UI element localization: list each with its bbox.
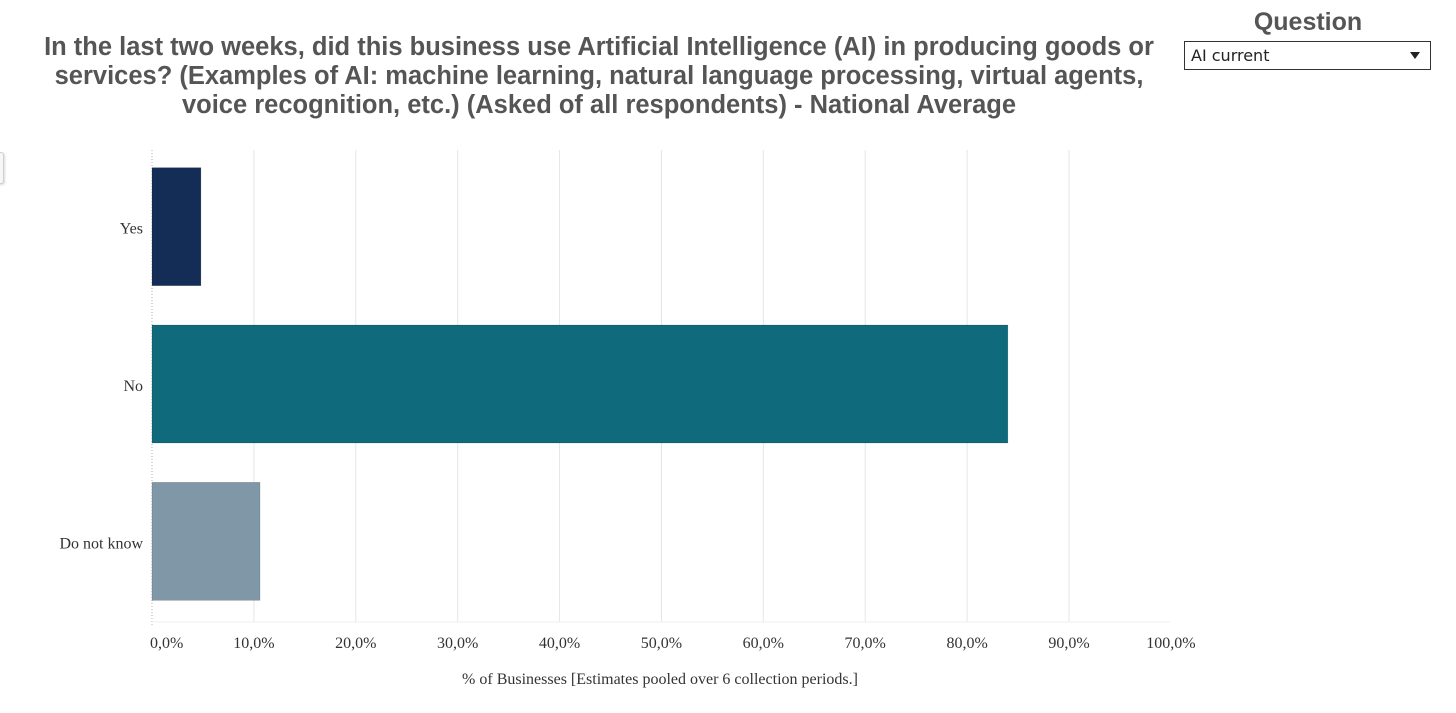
x-tick-label: 20,0% [335, 635, 376, 652]
chart-title: In the last two weeks, did this business… [44, 33, 1154, 119]
side-panel-handle[interactable] [0, 152, 4, 184]
question-filter-label: Question [1253, 8, 1363, 36]
x-tick-label: 0,0% [150, 635, 183, 652]
x-tick-label: 90,0% [1048, 635, 1089, 652]
question-dropdown-value: AI current [1191, 46, 1270, 65]
x-tick-label: 10,0% [233, 635, 274, 652]
x-tick-label: 100,0% [1146, 635, 1195, 652]
x-tick-label: 70,0% [845, 635, 886, 652]
x-tick-label: 80,0% [946, 635, 987, 652]
chevron-down-icon [1410, 52, 1420, 59]
x-tick-label: 40,0% [539, 635, 580, 652]
x-tick-label: 50,0% [641, 635, 682, 652]
bar [151, 482, 261, 601]
bar [151, 167, 202, 286]
category-label: Yes [120, 221, 143, 238]
x-tick-label: 30,0% [437, 635, 478, 652]
x-tick-label: 60,0% [743, 635, 784, 652]
category-label: Do not know [59, 535, 143, 552]
x-axis-title: % of Businesses [Estimates pooled over 6… [462, 671, 858, 688]
question-dropdown[interactable]: AI current [1184, 41, 1431, 70]
bar [151, 324, 1009, 444]
category-label: No [123, 378, 143, 395]
